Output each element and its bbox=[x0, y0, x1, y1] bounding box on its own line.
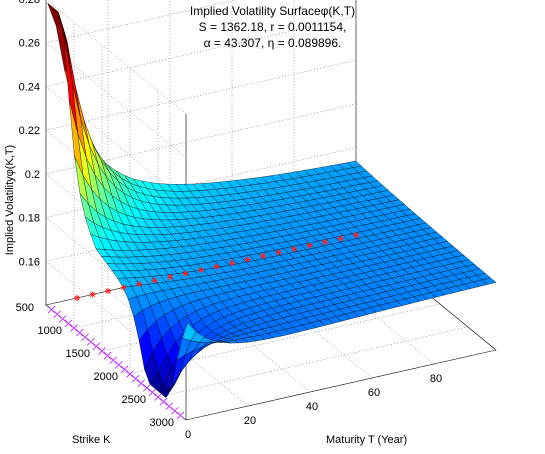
x-marker bbox=[142, 383, 151, 392]
x-marker bbox=[58, 314, 67, 323]
x-marker bbox=[126, 370, 134, 378]
x-tick-label: 60 bbox=[368, 387, 380, 399]
x-tick-label: 80 bbox=[430, 373, 442, 385]
z-gridline bbox=[46, 0, 187, 115]
x-marker bbox=[53, 310, 62, 319]
x-gridline bbox=[169, 0, 311, 393]
star-marker bbox=[322, 239, 328, 245]
z-gridline bbox=[45, 16, 357, 202]
x-marker bbox=[70, 324, 78, 332]
surface-facet bbox=[181, 322, 197, 342]
z-tick-label: 0.28 bbox=[19, 0, 40, 6]
x-marker bbox=[159, 397, 168, 406]
x-marker bbox=[98, 347, 106, 355]
y-axis-label: Strike K bbox=[72, 434, 111, 446]
x-marker bbox=[170, 406, 179, 415]
y-tick-label: 2500 bbox=[122, 394, 146, 406]
x-marker bbox=[154, 393, 162, 401]
z-tick-label: 0.22 bbox=[19, 125, 40, 137]
x-tick-label: 40 bbox=[306, 401, 318, 413]
x-marker bbox=[86, 337, 95, 346]
x-marker bbox=[75, 328, 84, 337]
x-marker bbox=[137, 379, 146, 388]
x-marker bbox=[64, 319, 73, 328]
star-marker bbox=[353, 232, 359, 238]
star-marker bbox=[151, 277, 158, 284]
star-marker bbox=[198, 267, 204, 273]
star-marker bbox=[120, 284, 127, 291]
star-marker bbox=[89, 291, 96, 298]
x-gridline bbox=[231, 0, 373, 379]
x-marker bbox=[47, 305, 56, 314]
star-marker bbox=[306, 242, 313, 249]
surface-facet bbox=[47, 2, 62, 26]
x-marker bbox=[148, 388, 157, 397]
x-tick-label: 0 bbox=[185, 429, 191, 441]
star-marker bbox=[167, 274, 173, 280]
y-gridline bbox=[185, 114, 497, 421]
chart-subtitle-line-1: S = 1362.18, r = 0.0011154, bbox=[198, 20, 347, 34]
y-tick-label: 1000 bbox=[38, 325, 62, 337]
z-axis-label: Implied Volatilityφ(K,T) bbox=[4, 145, 16, 255]
star-marker bbox=[244, 256, 251, 263]
star-marker bbox=[182, 270, 189, 277]
z-tick-label: 0.16 bbox=[19, 256, 40, 268]
projection-markers bbox=[47, 232, 359, 420]
star-marker bbox=[337, 235, 344, 242]
x-marker bbox=[131, 374, 140, 383]
y-tick-label: 500 bbox=[16, 302, 34, 314]
star-marker bbox=[275, 249, 282, 256]
star-marker bbox=[213, 263, 220, 270]
x-marker bbox=[114, 360, 123, 369]
z-tick-label: 0.18 bbox=[19, 213, 40, 225]
x-marker bbox=[92, 342, 101, 351]
y-tick-label: 1500 bbox=[66, 348, 90, 360]
star-marker bbox=[74, 295, 80, 301]
x-marker bbox=[81, 333, 90, 342]
x-marker bbox=[165, 402, 174, 411]
y-gridline bbox=[129, 68, 441, 375]
star-marker bbox=[105, 288, 111, 294]
x-marker bbox=[176, 411, 185, 420]
tick-labels: 0.16 0.18 0.2 0.22 0.24 0.26 0.28 500 1000 1500 20… bbox=[16, 0, 442, 441]
volatility-surface bbox=[47, 2, 497, 398]
y-tick-label: 3000 bbox=[150, 417, 174, 429]
chart-subtitle-line-2: α = 43.307, η = 0.089896. bbox=[203, 36, 342, 50]
z-tick-label: 0.2 bbox=[25, 169, 40, 181]
z-gridline bbox=[45, 0, 237, 158]
x-marker bbox=[120, 365, 129, 374]
star-marker bbox=[229, 260, 235, 266]
chart-title: Implied Volatility Surfaceφ(K,T) bbox=[189, 4, 356, 18]
star-marker bbox=[260, 253, 266, 259]
z-tick-label: 0.26 bbox=[19, 38, 40, 50]
y-gridline bbox=[157, 91, 469, 398]
star-marker bbox=[291, 246, 297, 252]
x-axis-label: Maturity T (Year) bbox=[326, 434, 407, 446]
z-tick-label: 0.24 bbox=[19, 81, 40, 93]
x-gridline bbox=[293, 0, 435, 365]
x-marker bbox=[109, 356, 118, 365]
y-tick-label: 2000 bbox=[94, 371, 118, 383]
x-gridline bbox=[107, 0, 249, 407]
x-marker bbox=[103, 351, 112, 360]
star-marker bbox=[136, 281, 142, 287]
x-tick-label: 20 bbox=[244, 415, 256, 427]
